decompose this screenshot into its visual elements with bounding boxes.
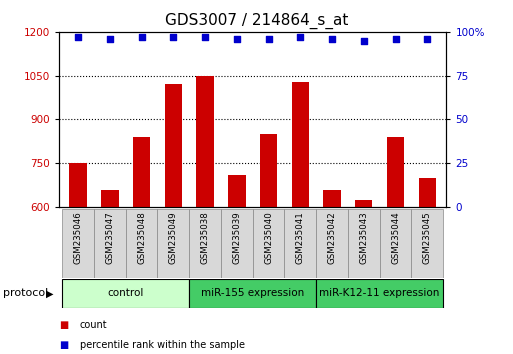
Text: miR-K12-11 expression: miR-K12-11 expression — [320, 289, 440, 298]
Bar — [126, 209, 157, 278]
Bar — [316, 279, 443, 308]
Point — [328, 36, 336, 42]
Bar — [165, 85, 182, 354]
Bar — [291, 81, 309, 354]
Bar — [380, 209, 411, 278]
Text: GSM235042: GSM235042 — [327, 211, 337, 264]
Bar — [189, 279, 316, 308]
Point — [137, 34, 146, 40]
Bar — [157, 209, 189, 278]
Text: GDS3007 / 214864_s_at: GDS3007 / 214864_s_at — [165, 12, 348, 29]
Text: GSM235046: GSM235046 — [73, 211, 83, 264]
Text: protocol: protocol — [3, 289, 48, 298]
Point — [233, 36, 241, 42]
Bar — [221, 209, 253, 278]
Text: GSM235043: GSM235043 — [359, 211, 368, 264]
Text: miR-155 expression: miR-155 expression — [201, 289, 304, 298]
Text: GSM235044: GSM235044 — [391, 211, 400, 264]
Bar — [419, 178, 436, 354]
Text: GSM235048: GSM235048 — [137, 211, 146, 264]
Bar — [228, 175, 246, 354]
Bar — [260, 134, 277, 354]
Text: ■: ■ — [59, 320, 68, 330]
Text: GSM235040: GSM235040 — [264, 211, 273, 264]
Bar — [94, 209, 126, 278]
Bar — [62, 209, 94, 278]
Text: ■: ■ — [59, 340, 68, 350]
Bar — [196, 76, 214, 354]
Text: GSM235038: GSM235038 — [201, 211, 209, 264]
Point — [74, 34, 82, 40]
Bar — [133, 137, 150, 354]
Bar — [355, 200, 372, 354]
Text: GSM235039: GSM235039 — [232, 211, 241, 264]
Point — [296, 34, 304, 40]
Bar — [387, 137, 404, 354]
Point — [391, 36, 400, 42]
Text: control: control — [108, 289, 144, 298]
Text: ▶: ▶ — [46, 289, 54, 298]
Bar — [101, 190, 119, 354]
Bar — [284, 209, 316, 278]
Text: GSM235045: GSM235045 — [423, 211, 432, 264]
Bar — [189, 209, 221, 278]
Bar — [348, 209, 380, 278]
Bar — [253, 209, 284, 278]
Text: percentile rank within the sample: percentile rank within the sample — [80, 340, 245, 350]
Bar — [62, 279, 189, 308]
Text: GSM235047: GSM235047 — [105, 211, 114, 264]
Bar — [69, 163, 87, 354]
Point — [360, 38, 368, 44]
Text: GSM235049: GSM235049 — [169, 211, 178, 264]
Text: count: count — [80, 320, 107, 330]
Point — [264, 36, 272, 42]
Bar — [323, 190, 341, 354]
Point — [423, 36, 431, 42]
Bar — [411, 209, 443, 278]
Point — [106, 36, 114, 42]
Bar — [316, 209, 348, 278]
Text: GSM235041: GSM235041 — [296, 211, 305, 264]
Point — [201, 34, 209, 40]
Point — [169, 34, 177, 40]
